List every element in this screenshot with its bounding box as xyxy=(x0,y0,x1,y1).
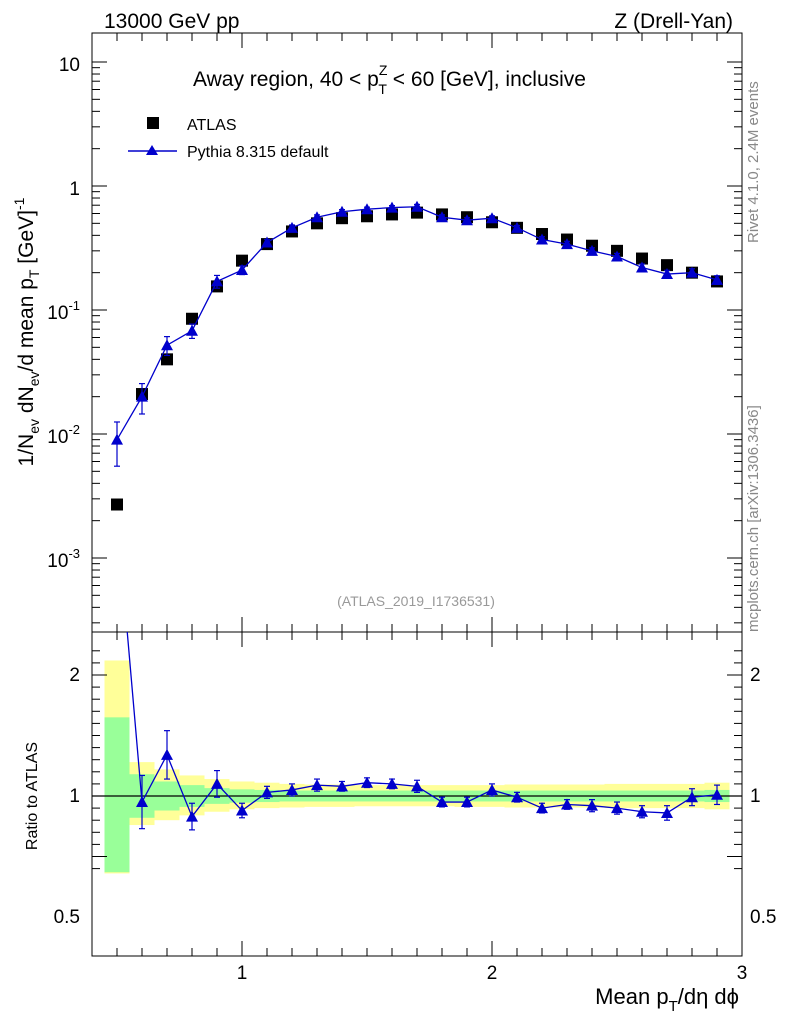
ratio-pythia-point xyxy=(336,780,348,792)
pythia-point xyxy=(311,211,323,223)
pythia-point xyxy=(686,266,698,278)
pythia-point xyxy=(211,275,223,287)
ratio-pythia-point xyxy=(561,798,573,810)
pythia-point xyxy=(336,205,348,217)
mcplots-credit-label: mcplots.cern.ch [arXiv:1306.3436] xyxy=(745,405,762,632)
atlas-data-point xyxy=(161,353,173,366)
pythia-point xyxy=(186,324,198,336)
pythia-point xyxy=(561,238,573,250)
ratio-tick-label-0.5: 0.5 xyxy=(54,907,80,928)
pythia-point xyxy=(136,390,148,402)
pythia-point xyxy=(436,211,448,223)
legend-pythia-label: Pythia 8.315 default xyxy=(187,144,329,161)
pythia-point xyxy=(661,268,673,280)
ratio-pythia-point xyxy=(361,776,373,788)
pythia-line xyxy=(116,206,718,441)
ratio-pythia-point xyxy=(286,783,298,795)
atlas-data-point xyxy=(111,498,123,511)
ratio-pythia-point xyxy=(411,780,423,792)
ratio-pythia-point xyxy=(261,786,273,798)
pythia-point xyxy=(636,261,648,273)
y-tick-label-1e-2: 10-2 xyxy=(47,422,80,448)
pythia-point xyxy=(511,221,523,233)
x-tick-label-3: 3 xyxy=(737,963,748,984)
pythia-point xyxy=(711,273,723,285)
rivet-version-label: Rivet 4.1.0, 2.4M events xyxy=(745,81,762,243)
y-tick-label-1: 1 xyxy=(69,179,80,200)
atlas-data-point xyxy=(236,254,248,267)
pythia-point xyxy=(161,339,173,351)
y-tick-label-1e-1: 10-1 xyxy=(47,298,80,324)
pythia-point xyxy=(461,214,473,226)
ratio-pythia-point xyxy=(511,791,523,803)
ratio-pythia-point xyxy=(611,802,623,814)
pythia-point xyxy=(486,212,498,224)
x-axis-label: Mean pT/dη dϕ xyxy=(595,984,739,1015)
pythia-point xyxy=(611,250,623,262)
y-tick-label-10: 10 xyxy=(59,55,80,76)
pythia-point xyxy=(236,264,248,276)
pythia-point xyxy=(411,200,423,212)
ratio-tick-label-2: 2 xyxy=(69,665,80,686)
pythia-point xyxy=(586,244,598,256)
ratio-pythia-point xyxy=(661,806,673,818)
ratio-pythia-point xyxy=(386,777,398,789)
header-right: Z (Drell-Yan) xyxy=(614,10,733,33)
analysis-watermark: (ATLAS_2019_I1736531) xyxy=(337,593,495,609)
ratio-pythia-point xyxy=(211,777,223,789)
x-tick-label-2: 2 xyxy=(487,963,498,984)
pythia-point xyxy=(261,236,273,248)
atlas-data-point xyxy=(186,312,198,325)
pythia-point xyxy=(536,233,548,245)
ratio-pythia-point xyxy=(536,802,548,814)
plot-title: Away region, 40 < pZ T < 60 [GeV], inclus… xyxy=(193,62,586,97)
atlas-data-point xyxy=(636,252,648,265)
ratio-pythia-point xyxy=(161,748,173,760)
legend-pythia-marker xyxy=(146,145,158,155)
y-axis-label: 1/Nev dNev/d mean pT [GeV]-1 xyxy=(11,197,42,466)
ratio-y-axis-label: Ratio to ATLAS xyxy=(24,742,41,850)
header-left: 13000 GeV pp xyxy=(104,10,239,33)
x-tick-label-1: 1 xyxy=(237,963,248,984)
ratio-pythia-point xyxy=(686,791,698,803)
legend-atlas-label: ATLAS xyxy=(187,117,237,134)
ratio-tick-label-1: 1 xyxy=(69,786,80,807)
ratio-pythia-point xyxy=(436,796,448,808)
ratio-pythia-point xyxy=(486,783,498,795)
ratio-pythia-point xyxy=(636,805,648,817)
ratio-pythia-point xyxy=(311,779,323,791)
legend-atlas-marker xyxy=(147,117,159,129)
ratio-pythia-point xyxy=(236,804,248,816)
ratio-tick-label-right-1: 1 xyxy=(750,786,761,807)
pythia-point xyxy=(361,203,373,215)
pythia-point xyxy=(111,433,123,445)
ratio-tick-label-right-0.5: 0.5 xyxy=(750,907,776,928)
ratio-pythia-point xyxy=(586,799,598,811)
pythia-point xyxy=(286,221,298,233)
ratio-tick-label-right-2: 2 xyxy=(750,665,761,686)
ratio-pythia-point xyxy=(461,796,473,808)
y-tick-label-1e-3: 10-3 xyxy=(47,546,80,572)
ratio-pythia-point xyxy=(186,810,198,822)
pythia-point xyxy=(386,201,398,213)
ratio-band-stat xyxy=(104,717,130,873)
ratio-pythia-point xyxy=(136,796,148,808)
ratio-pythia-point xyxy=(711,788,723,800)
atlas-data-point xyxy=(661,259,673,272)
